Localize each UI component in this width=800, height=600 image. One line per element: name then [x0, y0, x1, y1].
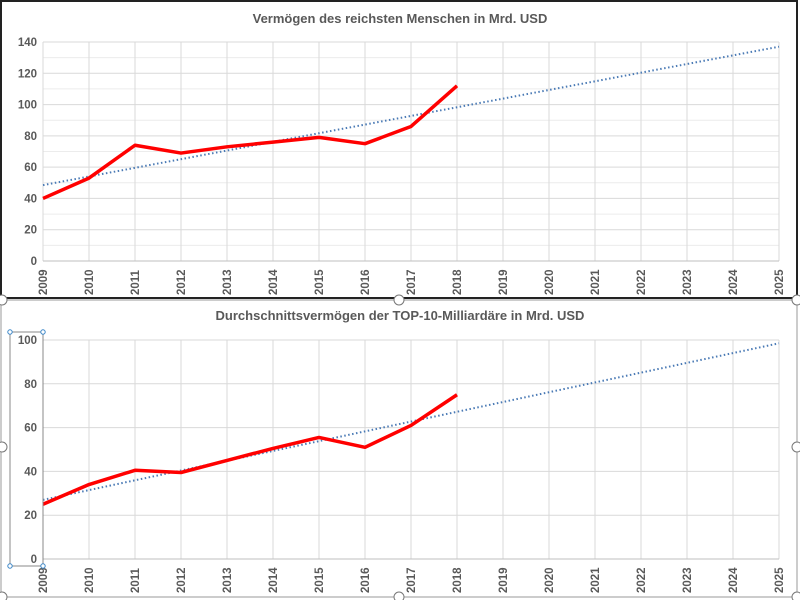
- x-tick-label: 2015: [314, 269, 326, 295]
- y-tick-label: 120: [18, 68, 37, 80]
- chart2-frame[interactable]: [0, 299, 798, 598]
- x-tick-label: 2010: [84, 567, 96, 593]
- series-line[interactable]: [42, 393, 458, 506]
- y-tick-label: 140: [18, 37, 37, 49]
- resize-handle[interactable]: [791, 441, 800, 453]
- trendline: [42, 342, 780, 501]
- y-tick-label: 20: [24, 225, 37, 237]
- x-tick-label: 2011: [130, 567, 142, 593]
- x-tick-label: 2013: [222, 269, 234, 295]
- x-tick-label: 2020: [544, 567, 556, 593]
- x-tick-label: 2018: [452, 567, 464, 593]
- x-tick-label: 2021: [590, 269, 602, 295]
- axis-selection-handle[interactable]: [7, 563, 13, 569]
- x-tick-label: 2015: [314, 567, 326, 593]
- x-tick-label: 2009: [38, 567, 50, 593]
- x-tick-label: 2022: [636, 269, 648, 295]
- x-tick-label: 2014: [268, 567, 280, 593]
- chart1-title: Vermögen des reichsten Menschen in Mrd. …: [253, 11, 548, 26]
- x-tick-label: 2012: [176, 269, 188, 295]
- resize-handle[interactable]: [393, 294, 405, 306]
- x-tick-label: 2022: [636, 567, 648, 593]
- y-axis-selection-box[interactable]: [9, 331, 44, 567]
- x-tick-label: 2012: [176, 567, 188, 593]
- y-tick-label: 100: [18, 100, 37, 112]
- x-tick-label: 2019: [498, 567, 510, 593]
- x-tick-label: 2018: [452, 269, 464, 295]
- axis-selection-handle[interactable]: [40, 563, 46, 569]
- y-tick-label: 40: [24, 193, 37, 205]
- x-tick-label: 2009: [38, 269, 50, 295]
- resize-handle[interactable]: [0, 591, 8, 600]
- x-tick-label: 2023: [682, 269, 694, 295]
- x-tick-label: 2019: [498, 269, 510, 295]
- y-tick-label: 80: [24, 379, 37, 391]
- selection-handles[interactable]: [0, 294, 800, 600]
- x-tick-label: 2011: [130, 269, 142, 295]
- x-tick-label: 2017: [406, 567, 418, 593]
- axis-selection-handle[interactable]: [40, 329, 46, 335]
- x-tick-label: 2013: [222, 567, 234, 593]
- y-tick-label: 100: [18, 335, 37, 347]
- y-tick-label: 80: [24, 131, 37, 143]
- x-tick-label: 2016: [360, 567, 372, 593]
- x-tick-label: 2010: [84, 269, 96, 295]
- x-tick-label: 2025: [774, 269, 786, 295]
- y-tick-label: 40: [24, 466, 37, 478]
- x-tick-label: 2021: [590, 567, 602, 593]
- x-tick-label: 2023: [682, 567, 694, 593]
- y-tick-label: 0: [31, 554, 37, 566]
- resize-handle[interactable]: [791, 591, 800, 600]
- resize-handle[interactable]: [393, 591, 405, 600]
- x-tick-label: 2025: [774, 567, 786, 593]
- x-tick-label: 2020: [544, 269, 556, 295]
- x-tick-label: 2017: [406, 269, 418, 295]
- resize-handle[interactable]: [0, 441, 8, 453]
- series-line[interactable]: [42, 84, 459, 201]
- chart2-title: Durchschnittsvermögen der TOP-10-Milliar…: [216, 308, 585, 323]
- y-tick-label: 0: [31, 256, 37, 268]
- y-tick-label: 60: [24, 162, 37, 174]
- trendline: [42, 45, 780, 187]
- x-tick-label: 2014: [268, 269, 280, 295]
- chart1-frame[interactable]: [0, 0, 798, 299]
- resize-handle[interactable]: [0, 294, 8, 306]
- x-tick-label: 2024: [728, 269, 740, 295]
- x-tick-label: 2024: [728, 567, 740, 593]
- y-tick-label: 20: [24, 510, 37, 522]
- chart1-plot: 0 20 40 60 80 100 120 140 2009 2010 2011 2012 2013 20…: [18, 37, 786, 295]
- chart2-plot: 0 20 40 60 80 100 2009 2010 2011 2012 2013 2014 2015…: [18, 335, 786, 593]
- axis-selection-handle[interactable]: [7, 329, 13, 335]
- x-tick-label: 2016: [360, 269, 372, 295]
- resize-handle[interactable]: [791, 294, 800, 306]
- y-tick-label: 60: [24, 423, 37, 435]
